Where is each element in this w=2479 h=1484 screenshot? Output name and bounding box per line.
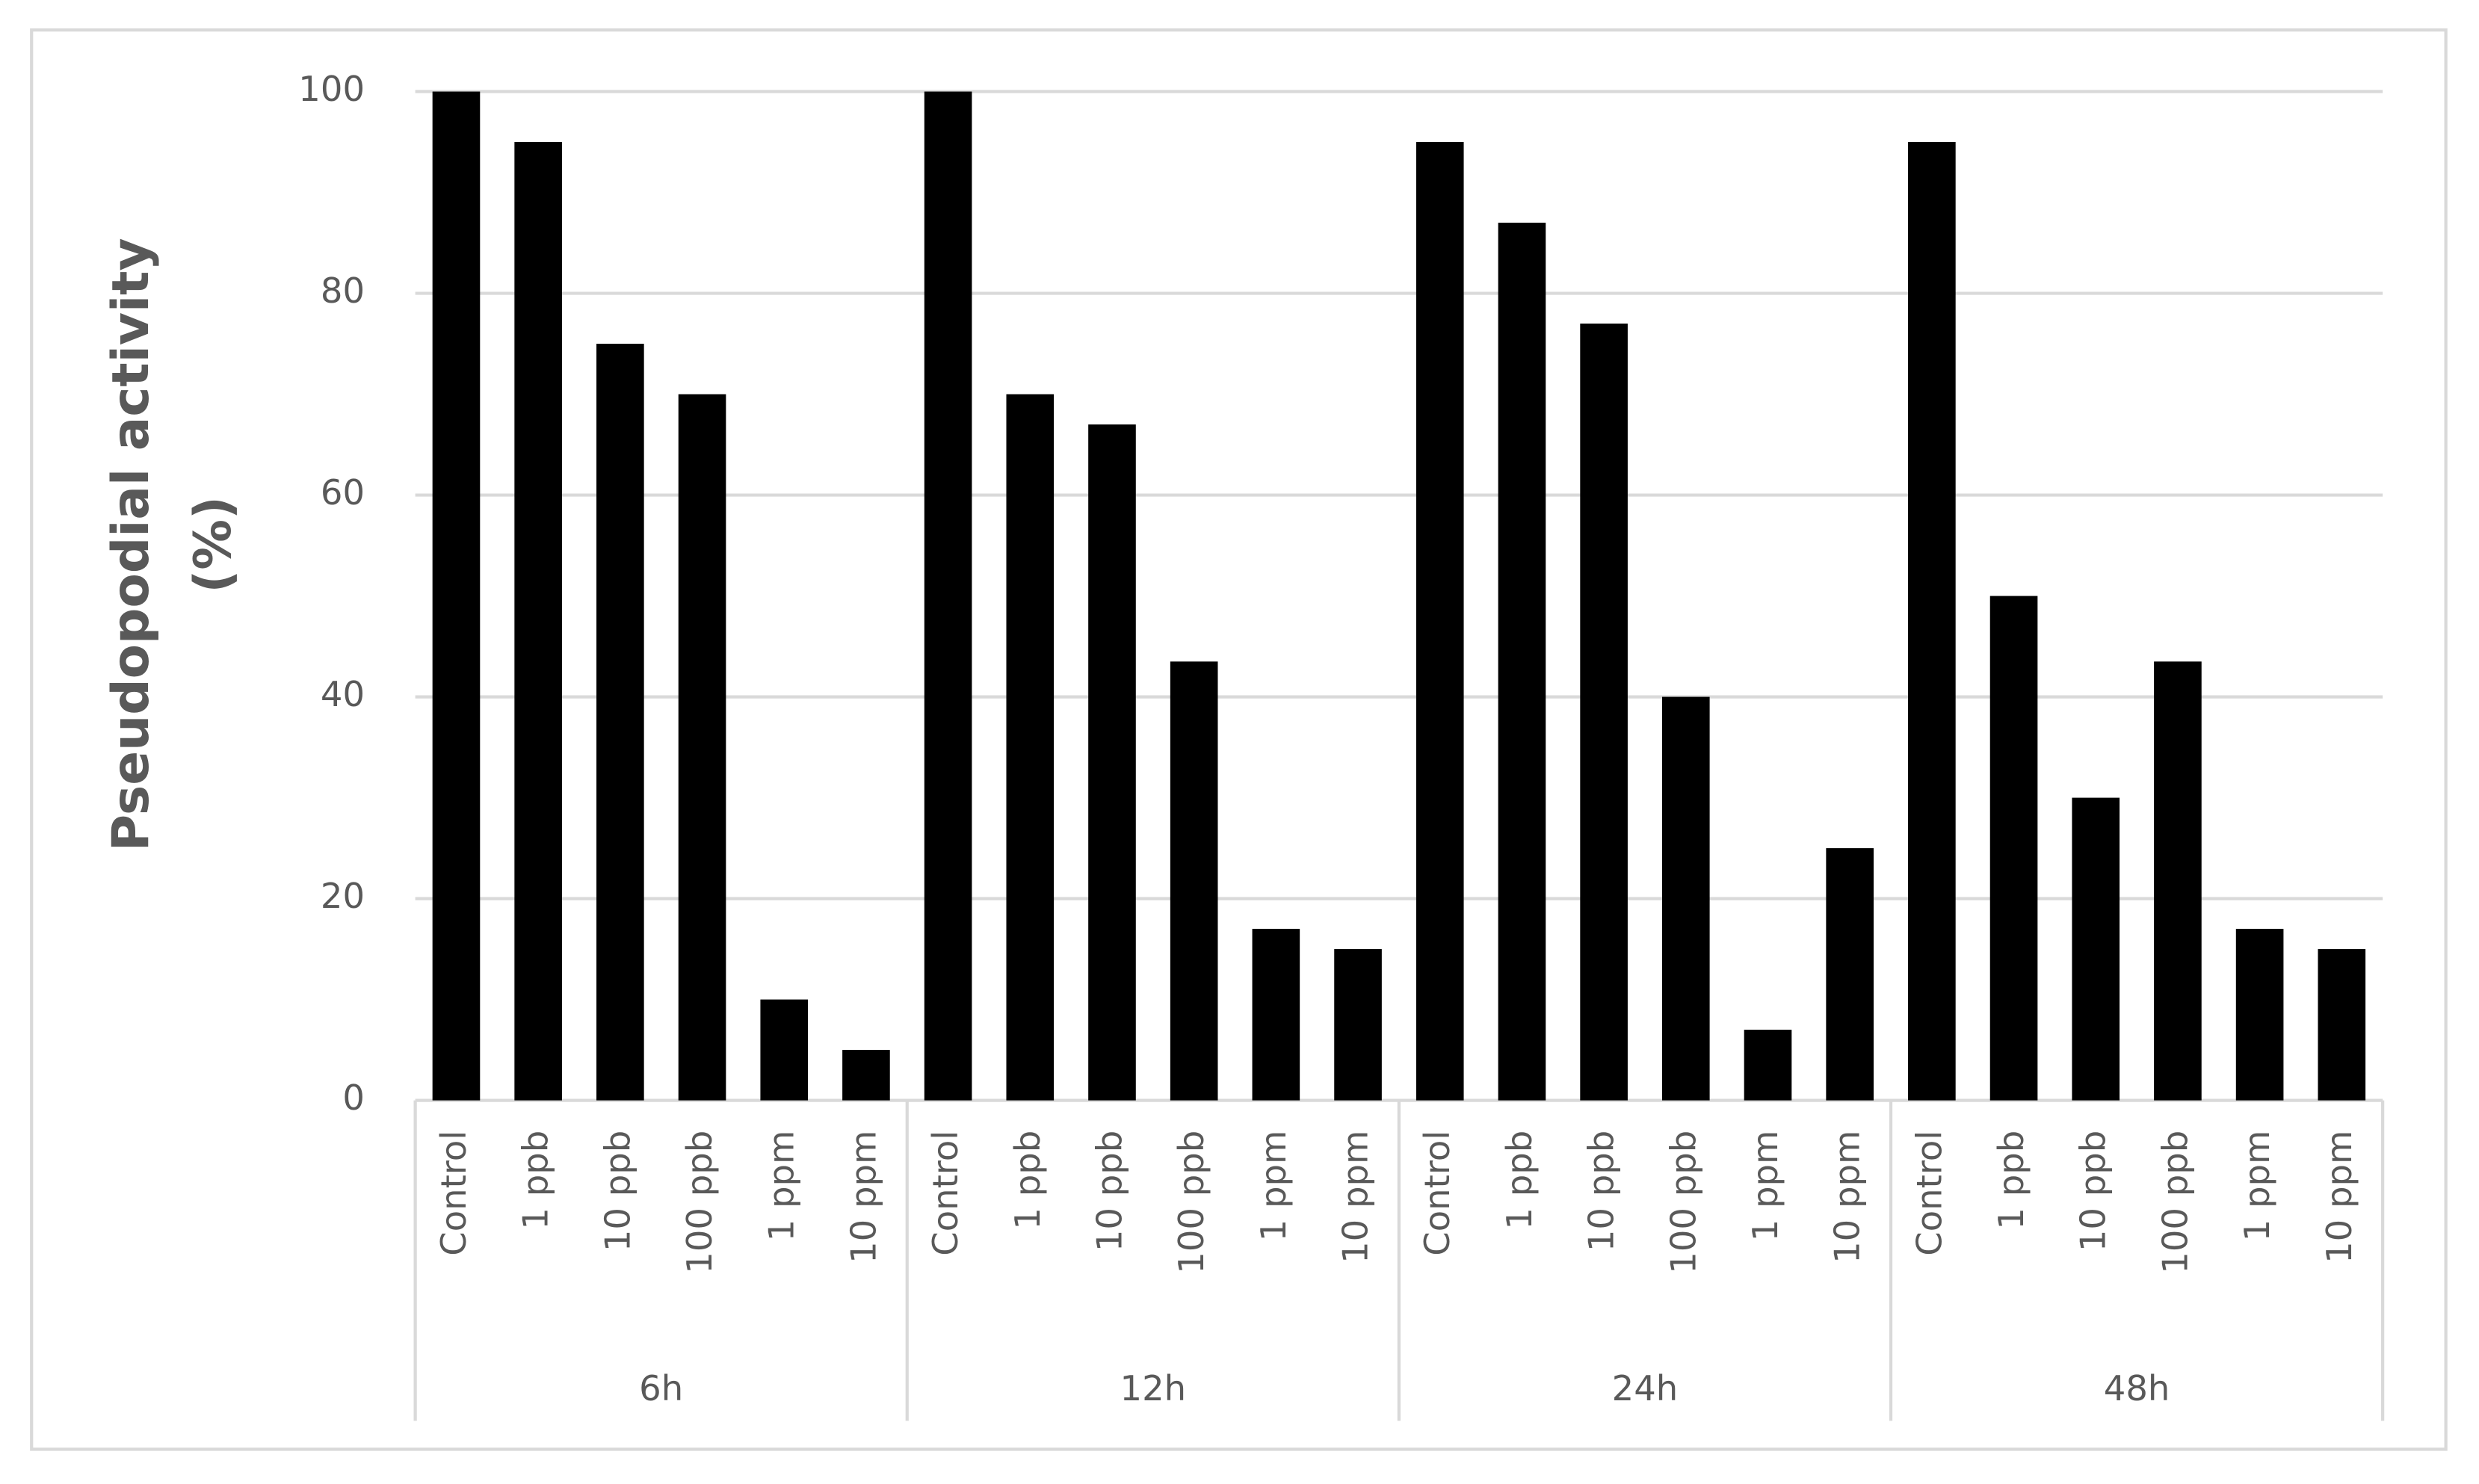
group-label: 48h — [2104, 1368, 2170, 1409]
x-tick-label: 1 ppm — [1745, 1131, 1785, 1242]
bar — [1088, 424, 1136, 1101]
x-tick-label: 1 ppb — [1499, 1131, 1540, 1230]
bar — [1334, 949, 1382, 1101]
x-tick-label: 10 ppm — [2319, 1131, 2359, 1264]
y-tick-label: 0 — [342, 1078, 365, 1118]
x-tick-label: 10 ppm — [1827, 1131, 1868, 1264]
bar — [514, 142, 562, 1101]
x-tick-label: 100 ppb — [1663, 1131, 1703, 1274]
group-label: 6h — [639, 1368, 683, 1409]
x-tick-label: Control — [925, 1131, 966, 1256]
y-tick-label: 40 — [321, 674, 365, 714]
y-tick-label: 80 — [321, 270, 365, 311]
x-tick-label: 10 ppb — [597, 1131, 637, 1252]
bar — [1006, 394, 1055, 1101]
bar — [2154, 661, 2202, 1101]
y-axis-label: (%) — [183, 496, 242, 593]
x-tick-label: 1 ppb — [516, 1131, 556, 1230]
bar — [760, 999, 809, 1101]
y-tick-label: 60 — [321, 472, 365, 513]
bar — [2235, 929, 2284, 1101]
y-axis-label: Pseudopodial activity — [101, 238, 160, 851]
x-tick-label: 10 ppm — [843, 1131, 883, 1264]
x-tick-label: Control — [1417, 1131, 1457, 1256]
x-tick-label: 1 ppb — [1007, 1131, 1048, 1230]
bar — [1416, 142, 1464, 1101]
bar — [596, 344, 644, 1101]
bar — [432, 91, 481, 1101]
x-tick-label: 100 ppb — [1171, 1131, 1211, 1274]
bar — [678, 394, 726, 1101]
x-tick-label: Control — [433, 1131, 474, 1256]
x-tick-label: Control — [1909, 1131, 1949, 1256]
x-tick-label: 1 ppm — [1253, 1131, 1294, 1242]
x-tick-label: 100 ppb — [2155, 1131, 2195, 1274]
x-tick-label: 1 ppb — [1991, 1131, 2031, 1230]
bar — [1744, 1030, 1792, 1101]
y-tick-label: 20 — [321, 876, 365, 916]
bar — [2318, 949, 2366, 1101]
bar — [1661, 696, 1710, 1101]
x-tick-label: 10 ppb — [1089, 1131, 1129, 1252]
bar — [842, 1050, 890, 1101]
group-label: 24h — [1612, 1368, 1679, 1409]
y-tick-label: 100 — [298, 69, 365, 109]
bar — [924, 91, 972, 1101]
bar — [1170, 661, 1218, 1101]
x-tick-label: 10 ppb — [1581, 1131, 1622, 1252]
bar — [1908, 142, 1956, 1101]
bar — [1580, 324, 1628, 1101]
bar — [1989, 596, 2038, 1101]
x-tick-label: 10 ppb — [2073, 1131, 2114, 1252]
x-tick-label: 1 ppm — [2237, 1131, 2277, 1242]
bar — [1252, 929, 1300, 1101]
x-tick-label: 10 ppm — [1336, 1131, 1376, 1264]
x-tick-label: 100 ppb — [679, 1131, 720, 1274]
group-label: 12h — [1120, 1368, 1187, 1409]
bar — [2072, 797, 2120, 1101]
bar — [1826, 848, 1874, 1101]
x-tick-label: 1 ppm — [762, 1131, 802, 1242]
bar — [1498, 223, 1546, 1101]
